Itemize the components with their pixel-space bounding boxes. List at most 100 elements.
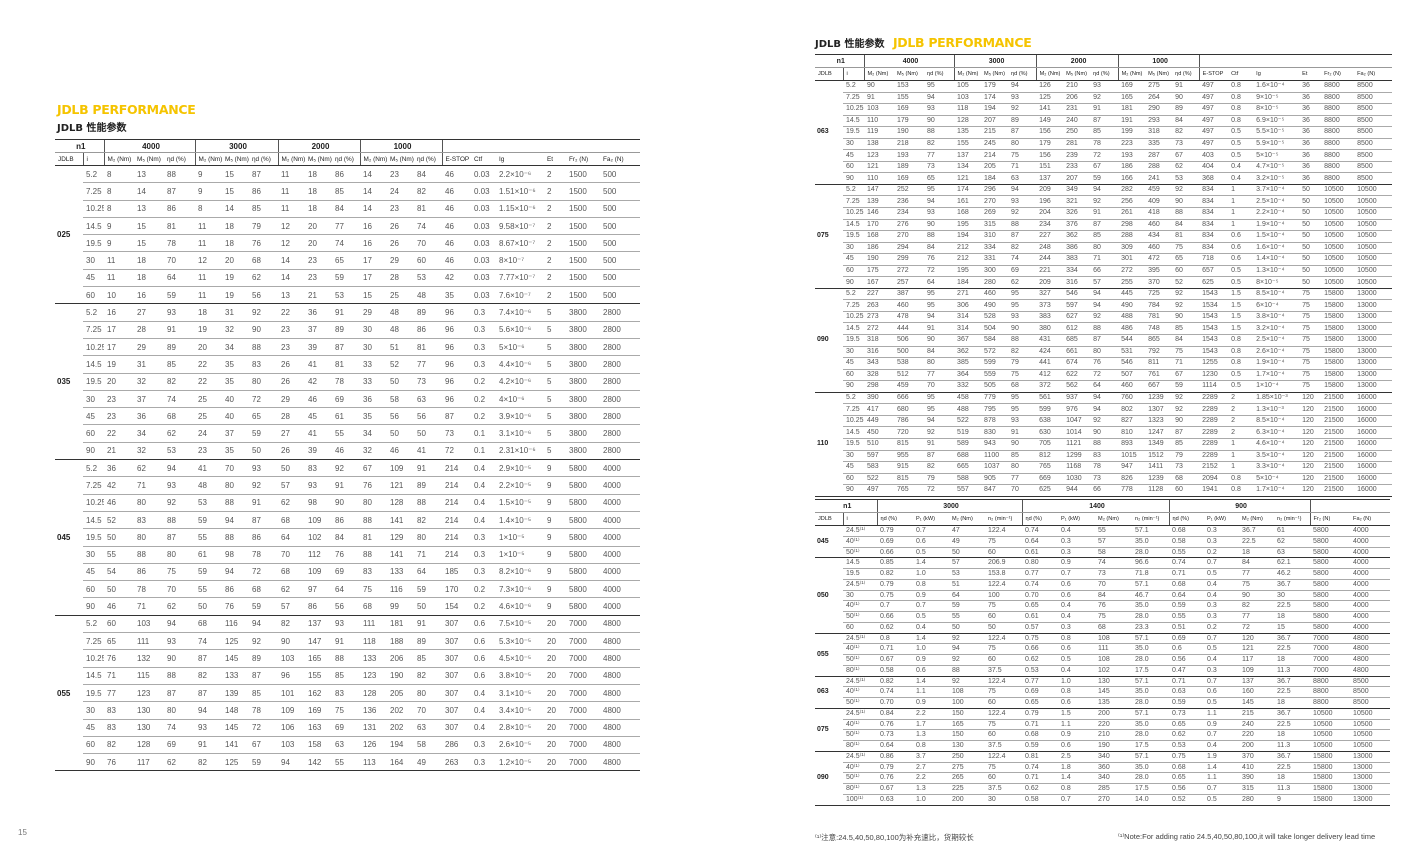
value-cell: 8500 <box>1354 115 1393 128</box>
value-cell: 72 <box>249 390 278 409</box>
value-cell: 80 <box>360 494 387 512</box>
ratio-cell: 30 <box>83 546 104 564</box>
value-cell: 18 <box>134 269 164 288</box>
column-header: M₂ (Nm) <box>1035 67 1064 81</box>
value-cell: 0.52 <box>1169 794 1205 806</box>
value-cell: 88 <box>360 511 387 530</box>
value-cell: 522 <box>954 415 982 428</box>
value-cell: 0.61 <box>1022 611 1059 623</box>
value-cell: 22 <box>195 373 222 391</box>
value-cell: 343 <box>864 357 895 370</box>
value-cell: 7.6×10⁻⁷ <box>496 286 544 305</box>
value-cell: 190 <box>387 667 414 685</box>
value-cell: 78 <box>249 701 278 720</box>
model-size: 110 <box>815 392 843 497</box>
model-size: 063 <box>815 80 843 185</box>
value-cell: 0.3 <box>471 753 496 772</box>
value-cell: 87 <box>442 407 471 426</box>
value-cell: 110 <box>864 172 895 185</box>
ratio-cell: 5.2 <box>83 303 104 322</box>
value-cell: 6×10⁻⁴ <box>1253 299 1300 312</box>
value-cell: 141 <box>387 511 414 530</box>
model-size: 075 <box>815 708 843 752</box>
value-cell: 85 <box>1090 230 1119 243</box>
value-cell: 688 <box>954 450 982 463</box>
value-cell: 5800 <box>1310 568 1351 580</box>
value-cell: 60 <box>414 251 442 270</box>
value-cell: 214 <box>442 546 471 564</box>
value-cell: 2800 <box>600 390 641 409</box>
value-cell: 878 <box>981 415 1009 428</box>
value-cell: 5800 <box>566 597 600 616</box>
value-cell: 190 <box>1095 740 1133 752</box>
value-cell: 28.0 <box>1132 697 1170 709</box>
value-cell: 82 <box>195 753 222 772</box>
value-cell: 92 <box>1090 92 1119 105</box>
right-title: JDLB 性能参数 JDLB PERFORMANCE <box>815 34 1032 52</box>
value-cell: 76 <box>249 234 278 253</box>
value-cell: 1.4 <box>1204 762 1240 774</box>
value-cell: 83 <box>305 459 332 478</box>
value-cell: 92 <box>949 676 986 688</box>
value-cell: 1.5×10⁻⁴ <box>1253 230 1300 243</box>
value-cell: 11 <box>195 269 222 288</box>
value-cell: 79 <box>1008 357 1037 370</box>
value-cell: 96 <box>442 355 471 374</box>
value-cell: 13000 <box>1354 346 1393 359</box>
value-cell: 340 <box>1095 751 1133 763</box>
speed-header: 1000 <box>1117 54 1200 68</box>
value-cell: 128 <box>954 115 982 128</box>
value-cell: 244 <box>1036 253 1064 266</box>
value-cell: 0.5 <box>1228 369 1254 382</box>
value-cell: 544 <box>1118 334 1146 347</box>
value-cell: 584 <box>981 334 1009 347</box>
value-cell: 60 <box>985 654 1023 666</box>
value-cell: 151 <box>1036 161 1064 174</box>
column-header: M₂ (Nm) <box>1095 512 1133 526</box>
value-cell: 71 <box>104 667 134 685</box>
value-cell: 327 <box>1036 288 1064 301</box>
value-cell: 7000 <box>566 649 600 668</box>
value-cell: 26 <box>278 442 305 461</box>
value-cell: 0.5 <box>1228 138 1254 151</box>
value-cell: 0.66 <box>877 611 914 623</box>
value-cell: 22 <box>195 355 222 374</box>
value-cell: 792 <box>1145 346 1173 359</box>
value-cell: 0.82 <box>877 676 914 688</box>
value-cell: 92 <box>949 654 986 666</box>
value-cell: 1.5 <box>1228 288 1254 301</box>
table-row: 50⁽¹⁾ 0.66 0.5 55 60 0.61 0.4 75 28.0 0.55 0.3 77 18… <box>815 611 1391 623</box>
value-cell: 915 <box>894 461 925 474</box>
value-cell: 282 <box>1118 184 1146 197</box>
value-cell: 1543 <box>1199 311 1229 324</box>
value-cell: 7000 <box>566 684 600 703</box>
value-cell: 510 <box>864 438 895 451</box>
speed-header: 1000 <box>359 139 442 153</box>
value-cell: 117 <box>1239 654 1275 666</box>
value-cell: 58 <box>387 390 414 409</box>
value-cell: 137 <box>305 615 332 634</box>
value-cell: 50 <box>1299 207 1322 220</box>
column-header: Fa₂ (N) <box>1350 512 1391 526</box>
value-cell: 75 <box>985 762 1023 774</box>
value-cell: 32 <box>134 373 164 391</box>
value-cell: 55 <box>332 753 360 772</box>
value-cell: 25 <box>195 407 222 426</box>
value-cell: 3.9×10⁻⁶ <box>496 407 544 426</box>
value-cell: 120 <box>1299 392 1322 405</box>
value-cell: 70 <box>924 380 955 393</box>
value-cell: 195 <box>954 219 982 232</box>
value-cell: 7000 <box>566 701 600 720</box>
value-cell: 15 <box>134 234 164 253</box>
value-cell: 10500 <box>1321 184 1355 197</box>
model-size: 055 <box>815 633 843 677</box>
table-row: 063 5.2 90 153 95 105 179 94 126 210 93 169 275 91 497… <box>815 80 1393 185</box>
value-cell: 276 <box>894 219 925 232</box>
value-cell: 83 <box>134 511 164 530</box>
table-row: 14.5 71 115 88 82 133 87 96 155 85 123 190 82 307 0.6 3… <box>55 667 641 685</box>
table-row: 80⁽¹⁾ 0.64 0.8 130 37.5 0.59 0.6 190 17.5 0.53 0.4… <box>815 740 1391 752</box>
value-cell: 10500 <box>1321 219 1355 232</box>
value-cell: 145 <box>1239 697 1275 709</box>
model-size: 063 <box>815 676 843 709</box>
value-cell: 94 <box>249 615 278 634</box>
